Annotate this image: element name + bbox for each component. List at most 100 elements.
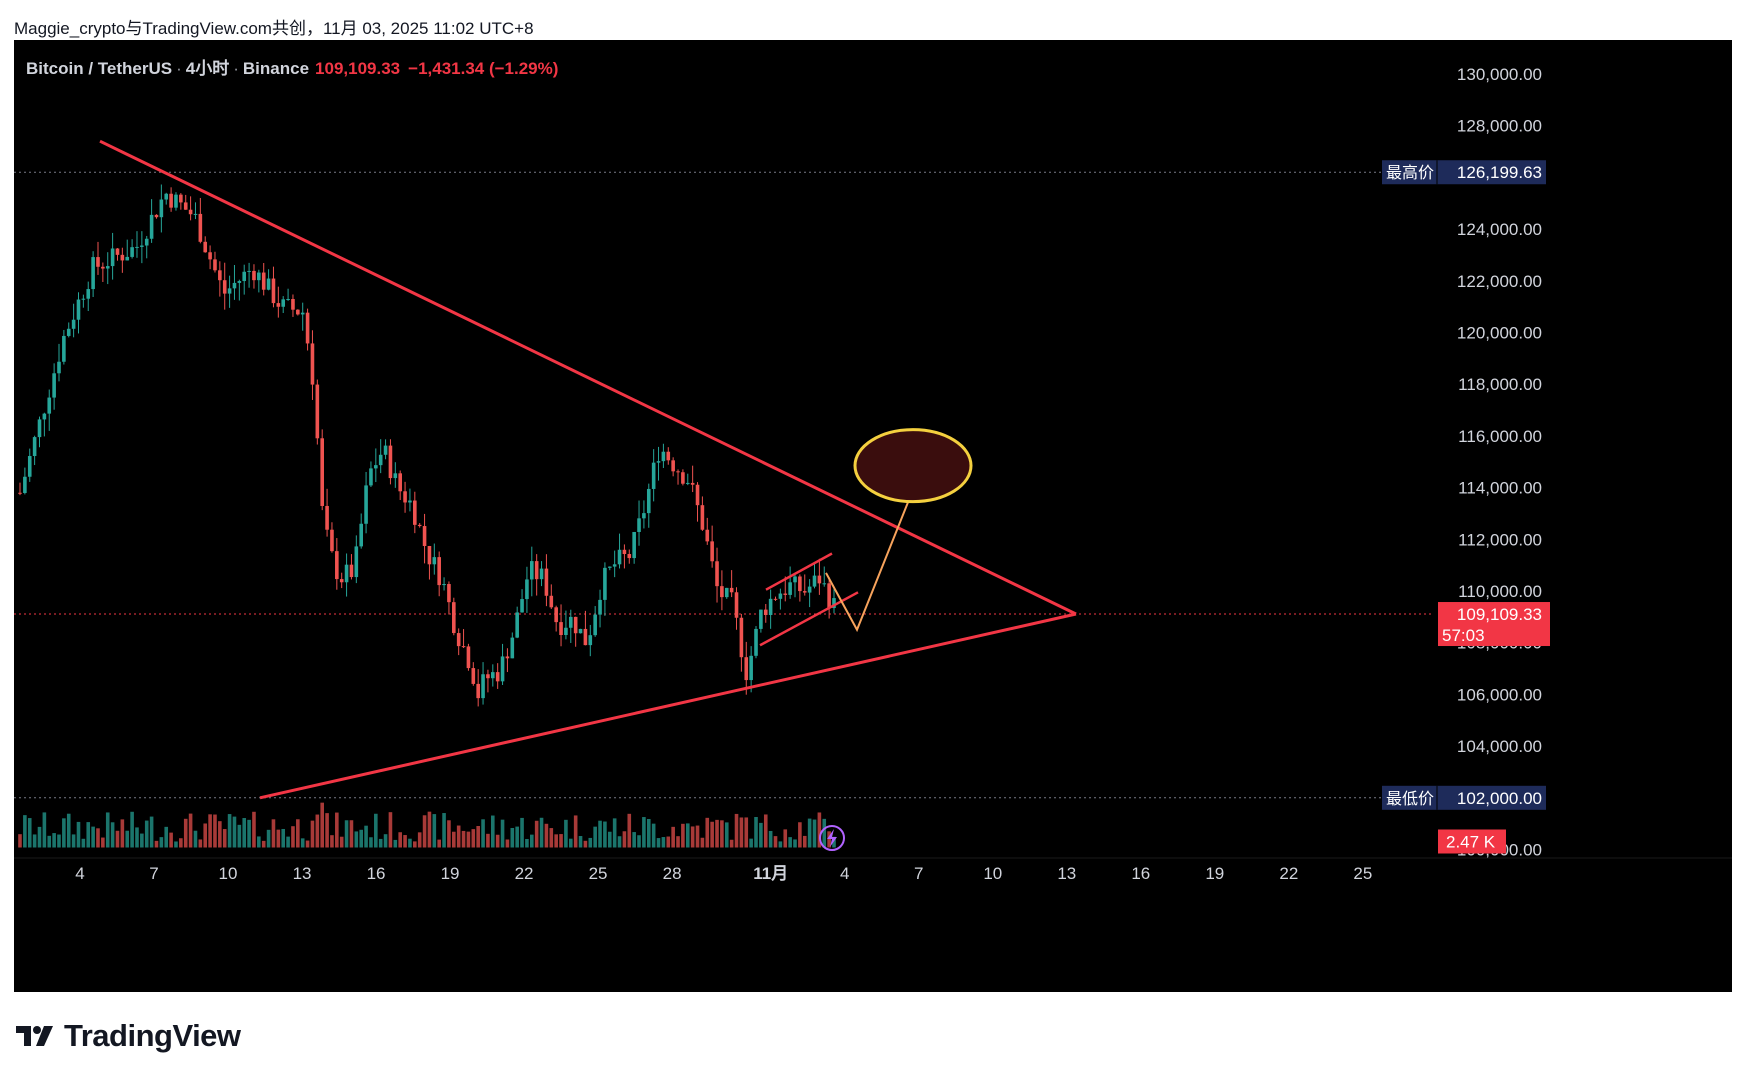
candle — [754, 628, 758, 656]
candle — [57, 361, 61, 374]
volume-bar — [763, 814, 768, 848]
volume-bar — [525, 838, 529, 848]
share-caption: Maggie_crypto与TradingView.com共创，11月 03, … — [14, 19, 534, 38]
candle — [52, 373, 56, 398]
candle — [710, 541, 714, 562]
candle — [222, 280, 227, 294]
volume-bar — [164, 826, 169, 848]
time-tick-label: 11月 — [753, 864, 788, 883]
candle — [130, 247, 134, 257]
volume-bar — [724, 822, 729, 848]
volume-bar — [364, 825, 368, 848]
symbol-name[interactable]: Bitcoin / TetherUS — [26, 59, 173, 78]
time-tick-label: 16 — [1131, 864, 1150, 883]
volume-bar — [607, 831, 612, 848]
volume-bar — [110, 822, 115, 848]
volume-bar — [23, 815, 27, 848]
volume-badge — [1438, 829, 1506, 854]
candle — [452, 602, 456, 634]
candle — [544, 568, 549, 596]
volume-bar — [573, 815, 578, 848]
candle — [27, 456, 32, 477]
candle — [534, 561, 539, 580]
candle — [413, 500, 417, 525]
candle — [320, 438, 325, 506]
candle — [627, 554, 632, 559]
volume-bar — [71, 834, 76, 848]
price-tick-label: 104,000.00 — [1457, 737, 1542, 756]
volume-bar — [749, 838, 753, 848]
volume-bar — [374, 813, 378, 848]
candle — [432, 557, 437, 565]
volume-bar — [417, 832, 422, 848]
candle — [149, 214, 154, 239]
candle — [466, 646, 471, 669]
candle — [125, 256, 130, 261]
symbol-legend[interactable]: Bitcoin / TetherUS · 4小时 · Binance 109,109.33… — [26, 54, 558, 79]
candle — [388, 445, 393, 479]
price-tick-label: 128,000.00 — [1457, 117, 1542, 136]
candle — [671, 460, 675, 472]
candle — [325, 505, 329, 530]
volume-bar — [335, 812, 339, 848]
volume-bar — [271, 819, 276, 848]
candle — [832, 598, 836, 609]
candle — [715, 561, 719, 587]
candle — [135, 246, 139, 248]
volume-bar — [544, 823, 549, 848]
interval-label[interactable]: 4小时 — [185, 59, 230, 78]
volume-bar — [47, 835, 52, 848]
candle — [32, 437, 37, 457]
candle — [218, 270, 222, 281]
volume-bar — [559, 834, 563, 848]
time-tick-label: 22 — [515, 864, 534, 883]
volume-bar — [62, 818, 66, 848]
candle — [179, 194, 183, 203]
current-price-badge-value: 109,109.33 — [1457, 605, 1542, 624]
candle — [374, 465, 378, 469]
price-chart[interactable]: 130,000.00 128,000.00 124,000.00 122,000.00… — [14, 40, 1732, 992]
lower-trendline[interactable] — [259, 612, 1077, 800]
projection-path[interactable] — [825, 476, 919, 633]
tradingview-logo[interactable]: TradingView — [16, 1018, 241, 1054]
target-ellipse[interactable] — [853, 428, 973, 504]
time-tick-label: 13 — [1057, 864, 1076, 883]
candle — [86, 289, 91, 299]
candle — [685, 482, 690, 484]
candle — [393, 473, 398, 479]
volume-bar — [188, 813, 193, 848]
volume-bar — [671, 826, 675, 848]
candle — [286, 299, 290, 301]
volume-bar — [101, 837, 105, 848]
candle — [486, 674, 490, 679]
time-tick-label: 7 — [149, 864, 158, 883]
flag-lower-line[interactable] — [759, 591, 859, 647]
time-tick-label: 28 — [663, 864, 682, 883]
time-tick-label: 16 — [367, 864, 386, 883]
candle — [183, 202, 188, 210]
candle — [447, 584, 451, 603]
tradingview-logo-icon — [16, 1026, 53, 1046]
candle — [159, 199, 164, 218]
low-price-badge — [1382, 785, 1546, 810]
candle — [330, 529, 334, 552]
volume-bar — [486, 833, 490, 848]
candle — [359, 523, 363, 547]
candle — [666, 451, 671, 461]
candle — [369, 468, 373, 486]
candle — [642, 513, 646, 519]
candle — [651, 462, 656, 489]
chart-panel[interactable]: 130,000.00 128,000.00 124,000.00 122,000.00… — [14, 40, 1732, 992]
candle — [622, 549, 627, 555]
volume-bar — [437, 839, 441, 848]
candle — [378, 454, 383, 466]
lightning-icon[interactable] — [819, 825, 845, 851]
time-tick-label: 10 — [983, 864, 1002, 883]
volume-bar — [330, 835, 334, 848]
candle — [817, 575, 822, 584]
flag-upper-line[interactable] — [765, 552, 833, 591]
candle — [598, 599, 602, 615]
volume-bar — [37, 826, 42, 848]
volume-bar — [427, 811, 432, 848]
upper-trendline[interactable] — [99, 139, 1077, 616]
